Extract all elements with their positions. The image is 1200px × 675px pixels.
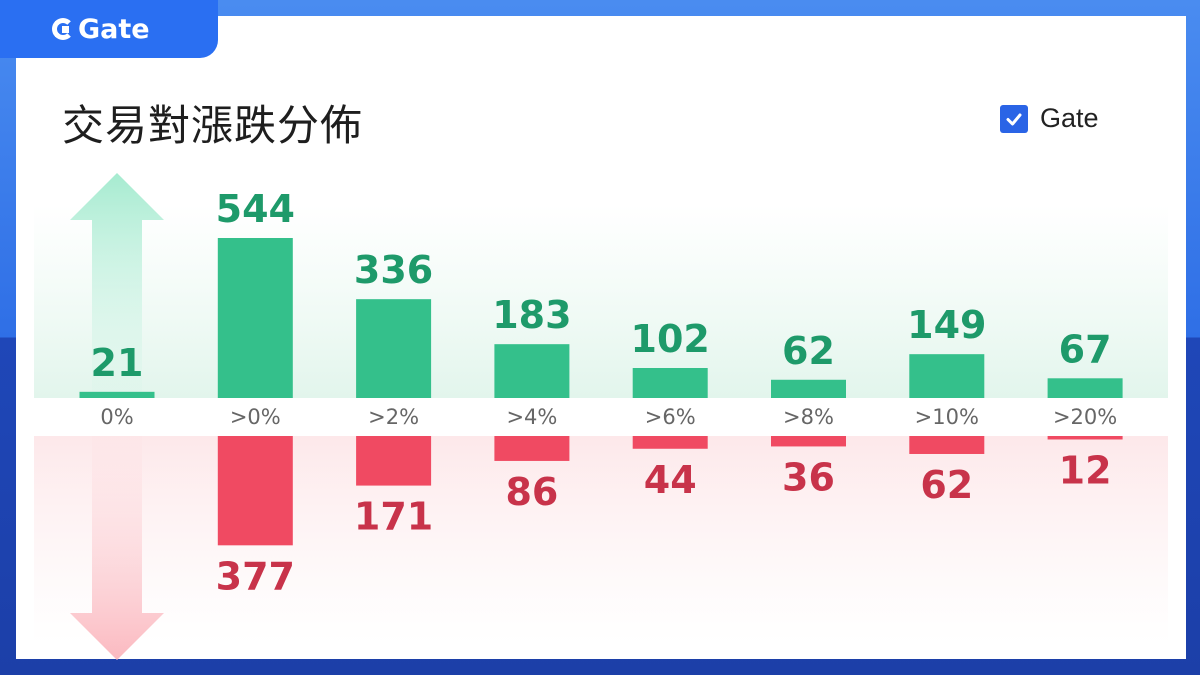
up-bar bbox=[494, 344, 570, 398]
down-value-label: 44 bbox=[644, 458, 697, 502]
up-value-label: 102 bbox=[631, 317, 710, 361]
down-value-label: 377 bbox=[216, 554, 295, 598]
legend[interactable]: Gate bbox=[1000, 103, 1099, 134]
gate-logo-icon bbox=[52, 18, 74, 40]
down-value-label: 171 bbox=[354, 495, 433, 539]
down-arrow-icon bbox=[70, 436, 164, 660]
up-value-label: 62 bbox=[782, 329, 835, 373]
up-bar bbox=[217, 238, 293, 398]
category-label: >0% bbox=[230, 405, 281, 429]
category-label: >20% bbox=[1053, 405, 1117, 429]
up-bar bbox=[1047, 378, 1123, 398]
up-bar bbox=[356, 299, 432, 398]
down-bar bbox=[217, 436, 293, 546]
down-bar bbox=[771, 436, 846, 447]
down-value-label: 12 bbox=[1059, 448, 1112, 492]
down-value-label: 86 bbox=[505, 470, 558, 514]
up-value-label: 544 bbox=[216, 187, 295, 231]
down-zone-background bbox=[34, 436, 1168, 644]
down-bar bbox=[632, 436, 708, 449]
brand-logo: Gate bbox=[0, 0, 218, 58]
up-bar bbox=[909, 354, 985, 398]
checkbox-checked-icon[interactable] bbox=[1000, 104, 1028, 133]
down-value-label: 36 bbox=[782, 455, 835, 499]
up-value-label: 149 bbox=[907, 303, 986, 347]
up-zone-background bbox=[34, 205, 1168, 398]
category-label: >10% bbox=[915, 405, 979, 429]
down-bar bbox=[494, 436, 570, 461]
down-bar bbox=[1047, 436, 1123, 440]
category-label: 0% bbox=[100, 405, 133, 429]
category-label: >6% bbox=[645, 405, 696, 429]
up-value-label: 67 bbox=[1059, 327, 1112, 371]
up-bar bbox=[771, 379, 846, 398]
up-value-label: 336 bbox=[354, 248, 433, 292]
category-label: >8% bbox=[783, 405, 834, 429]
down-value-label: 62 bbox=[920, 463, 973, 507]
category-label: >2% bbox=[368, 405, 419, 429]
down-bar bbox=[356, 436, 432, 486]
brand-name: Gate bbox=[78, 13, 150, 45]
legend-label: Gate bbox=[1040, 103, 1099, 133]
up-bar bbox=[79, 391, 155, 398]
up-value-label: 21 bbox=[91, 341, 144, 385]
down-bar bbox=[909, 436, 985, 454]
chart-title: 交易對漲跌分佈 bbox=[62, 101, 364, 150]
up-value-label: 183 bbox=[492, 293, 571, 337]
up-bar bbox=[632, 368, 708, 398]
category-label: >4% bbox=[506, 405, 557, 429]
up-arrow-icon bbox=[70, 173, 164, 398]
